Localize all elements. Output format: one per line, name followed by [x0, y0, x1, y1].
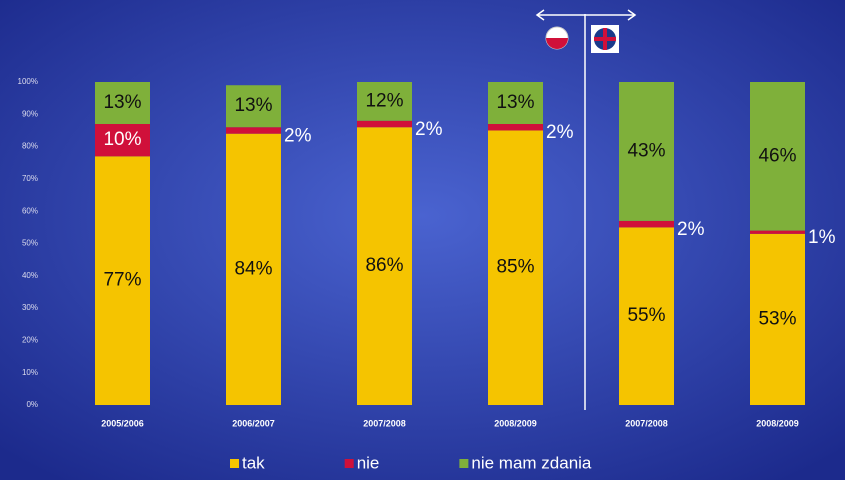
- y-tick-label: 70%: [22, 174, 38, 183]
- value-label: 2%: [415, 119, 443, 140]
- bar-segment: [95, 156, 150, 405]
- bar-segment: [357, 120, 412, 128]
- value-label: 13%: [234, 95, 272, 116]
- y-tick-label: 10%: [22, 368, 38, 377]
- bar-segment: [226, 133, 281, 405]
- arrow: [535, 9, 637, 21]
- legend-swatch: [459, 459, 469, 468]
- bar-segment: [95, 82, 150, 124]
- bar-segment: [357, 82, 412, 121]
- bar-segment: [357, 127, 412, 405]
- y-tick-label: 30%: [22, 303, 38, 312]
- x-tick-label: 2008/2009: [756, 418, 799, 428]
- bar-segment: [750, 230, 805, 234]
- value-label: 85%: [496, 257, 534, 278]
- x-tick-label: 2007/2008: [625, 418, 668, 428]
- bar-segment: [619, 82, 674, 221]
- legend-label: tak: [242, 453, 265, 472]
- y-tick-label: 80%: [22, 142, 38, 151]
- value-label: 12%: [365, 90, 403, 111]
- bar-segment: [488, 82, 543, 124]
- y-tick-label: 100%: [18, 77, 38, 86]
- value-label: 84%: [234, 258, 272, 279]
- value-label: 46%: [758, 145, 796, 166]
- value-label: 55%: [627, 305, 665, 326]
- x-tick-label: 2005/2006: [101, 418, 144, 428]
- legend-swatch: [230, 459, 239, 468]
- value-label: 53%: [758, 308, 796, 329]
- value-label: 10%: [103, 129, 141, 150]
- bar-segment: [619, 227, 674, 405]
- value-label: 86%: [365, 255, 403, 276]
- value-label: 77%: [103, 270, 141, 291]
- y-tick-label: 50%: [22, 239, 38, 248]
- y-tick-label: 40%: [22, 271, 38, 280]
- value-label: 43%: [627, 140, 665, 161]
- bar-segment: [226, 85, 281, 128]
- bar-segment: [619, 220, 674, 228]
- bar-segment: [750, 233, 805, 405]
- value-label: 1%: [808, 227, 836, 248]
- x-tick-label: 2006/2007: [232, 418, 275, 428]
- y-tick-label: 0%: [26, 400, 38, 409]
- bar-segment: [488, 130, 543, 405]
- value-label: 13%: [103, 92, 141, 113]
- flag-pl: [545, 26, 569, 50]
- legend-label: nie: [357, 453, 380, 472]
- value-label: 2%: [677, 219, 705, 240]
- flag-uk: [591, 25, 619, 53]
- y-tick-label: 20%: [22, 336, 38, 345]
- legend-label: nie mam zdania: [471, 453, 592, 472]
- bar-segment: [488, 123, 543, 131]
- y-tick-label: 60%: [22, 206, 38, 215]
- x-tick-label: 2007/2008: [363, 418, 406, 428]
- bar-segment: [750, 82, 805, 231]
- legend-swatch: [344, 459, 354, 468]
- value-label: 2%: [546, 122, 574, 143]
- y-tick-label: 90%: [22, 109, 38, 118]
- value-label: 2%: [284, 125, 312, 146]
- value-label: 13%: [496, 92, 534, 113]
- bar-segment: [226, 127, 281, 134]
- x-tick-label: 2008/2009: [494, 418, 537, 428]
- bar-segment: [95, 123, 150, 157]
